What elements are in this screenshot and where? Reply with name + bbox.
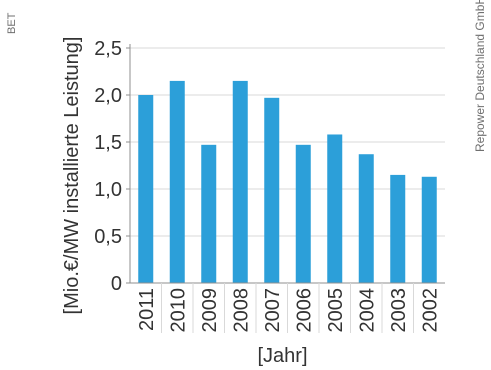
y-tick-label: 1,0	[94, 179, 122, 201]
bar-2005	[327, 134, 343, 283]
y-tick-label: 1,5	[94, 132, 122, 154]
x-tick-label: 2003	[388, 288, 410, 333]
bar-2006	[295, 144, 311, 283]
x-tick-label: 2007	[262, 288, 284, 333]
x-tick-label: 2011	[136, 288, 158, 331]
x-tick-label: 2004	[356, 288, 378, 333]
bar-2010	[169, 80, 185, 284]
x-tick-labels: 2011 2010 2009 2008 2007 2006 2005 2004 2003 2002	[136, 283, 441, 333]
x-tick-label: 2009	[199, 288, 221, 333]
bar-2003	[390, 174, 406, 283]
bar-2009	[201, 144, 217, 283]
x-tick-label: 2008	[230, 288, 252, 333]
bar-2011	[138, 95, 154, 283]
y-tick-label: 0,5	[94, 226, 122, 248]
bar-2008	[232, 80, 248, 284]
x-tick-label: 2005	[325, 288, 347, 333]
x-tick-label: 2002	[419, 288, 441, 333]
bar-2007	[264, 97, 280, 283]
bars	[138, 80, 437, 284]
x-tick-label: 2010	[167, 288, 189, 333]
x-tick-label: 2006	[293, 288, 315, 333]
y-tick-label: 2,0	[94, 85, 122, 107]
bar-2002	[421, 176, 437, 283]
y-tick-label: 0	[111, 273, 122, 295]
y-axis-label: [Mio.€/MW installierte Leistung]	[61, 37, 83, 315]
bar-2004	[358, 154, 374, 283]
y-tick-label: 2,5	[94, 38, 122, 60]
y-tick-labels: 0 0,5 1,0 1,5 2,0 2,5	[94, 38, 122, 295]
x-axis-label: [Jahr]	[257, 345, 307, 367]
